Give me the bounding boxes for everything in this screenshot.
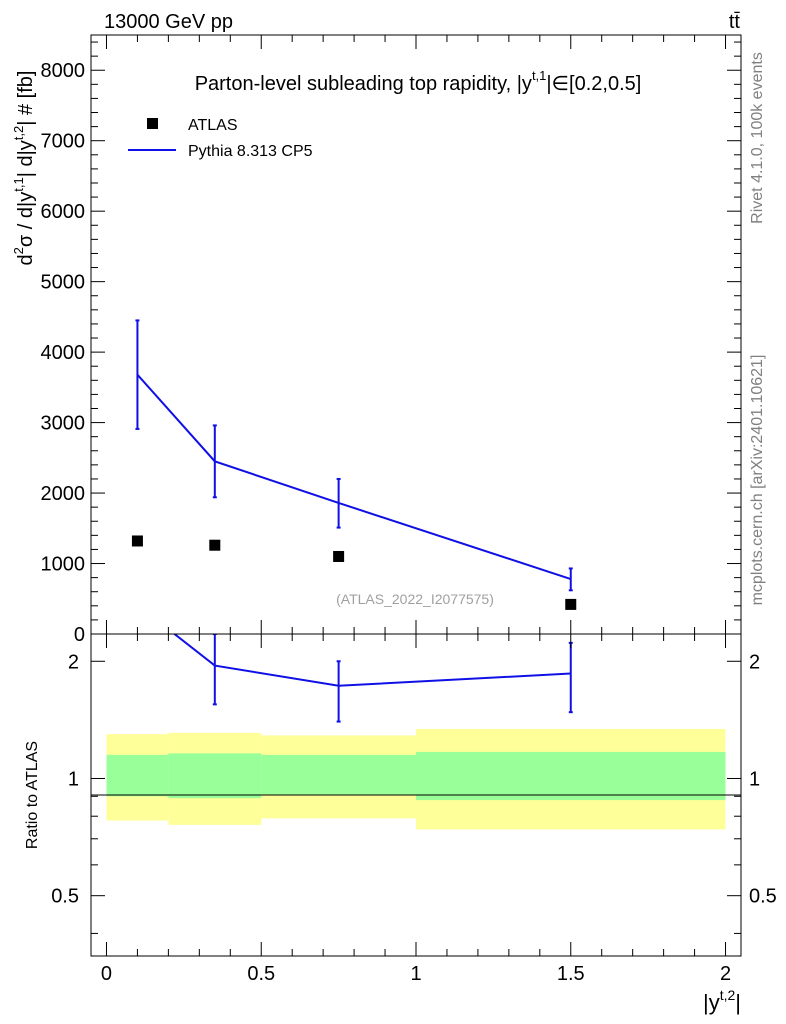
- main-ytick-label: 1000: [41, 554, 86, 576]
- main-ylabel: d2σ / d|yt,1| d|yt,2| # [fb]: [11, 71, 37, 266]
- ratio-band-green: [168, 753, 262, 799]
- legend-pythia-label: Pythia 8.313 CP5: [188, 143, 313, 160]
- main-ytick-label: 4000: [41, 342, 86, 364]
- main-series: [131, 319, 577, 610]
- ratio-band-green: [261, 754, 416, 795]
- main-title: Parton-level subleading top rapidity, |y…: [195, 68, 642, 95]
- ratio-ytick-label-left: 2: [68, 651, 79, 673]
- main-ytick-label: 8000: [41, 60, 86, 82]
- ratio-series: [172, 634, 573, 723]
- main-ytick-label: 3000: [41, 413, 86, 435]
- pythia-line: [136, 374, 572, 580]
- main-ytick-label: 5000: [41, 272, 86, 294]
- ratio-line: [172, 634, 571, 687]
- legend: ATLAS Pythia 8.313 CP5: [128, 117, 313, 160]
- ratio-ylabel: Ratio to ATLAS: [24, 741, 41, 849]
- atlas-marker: [333, 550, 345, 562]
- atlas-marker: [131, 535, 143, 547]
- ratio-ytick-label-left: 1: [68, 768, 79, 790]
- ratio-ytick-label-left: 0.5: [51, 886, 79, 908]
- ratio-band-green: [416, 751, 726, 801]
- ratio-ticks: 0.5 0.5 1 1 2 2 0 0.5 1 1.5 2: [51, 634, 777, 985]
- ratio-xlabel: |yt,2|: [703, 987, 741, 1015]
- header-process: tt̄: [729, 11, 741, 33]
- ratio-xtick-label: 2: [720, 963, 731, 985]
- ratio-band-green: [106, 754, 169, 797]
- legend-atlas-label: ATLAS: [188, 117, 238, 134]
- main-ytick-label: 7000: [41, 131, 86, 153]
- main-ytick-label: 6000: [41, 201, 86, 223]
- ratio-ytick-label-right: 2: [749, 651, 760, 673]
- watermark: (ATLAS_2022_I2077575): [336, 591, 494, 607]
- mcplots-label: mcplots.cern.ch [arXiv:2401.10621]: [749, 355, 766, 606]
- rivet-label: Rivet 4.1.0, 100k events: [749, 52, 766, 224]
- legend-atlas-marker: [147, 118, 158, 129]
- ratio-xtick-label: 1: [410, 963, 421, 985]
- ratio-panel: 0.5 0.5 1 1 2 2 0 0.5 1 1.5 2 Ratio to ATLAS |yt,2…: [24, 633, 777, 1015]
- ratio-ytick-label-right: 0.5: [749, 886, 777, 908]
- main-ticks: 0 1000 2000 3000 4000 5000 6000 7000 8000: [41, 35, 741, 646]
- ratio-xtick-label: 0: [101, 963, 112, 985]
- atlas-marker: [565, 598, 577, 610]
- atlas-marker: [209, 539, 221, 551]
- main-ytick-label: 2000: [41, 483, 86, 505]
- main-panel: 0 1000 2000 3000 4000 5000 6000 7000 8000 Parton…: [11, 34, 742, 646]
- main-ytick-label: 0: [74, 624, 85, 646]
- header-energy: 13000 GeV pp: [104, 11, 233, 33]
- ratio-xtick-label: 0.5: [247, 963, 275, 985]
- ratio-xtick-label: 1.5: [557, 963, 585, 985]
- ratio-ytick-label-right: 1: [749, 768, 760, 790]
- ratio-series-group: [172, 634, 573, 723]
- ratio-bands: [106, 728, 726, 830]
